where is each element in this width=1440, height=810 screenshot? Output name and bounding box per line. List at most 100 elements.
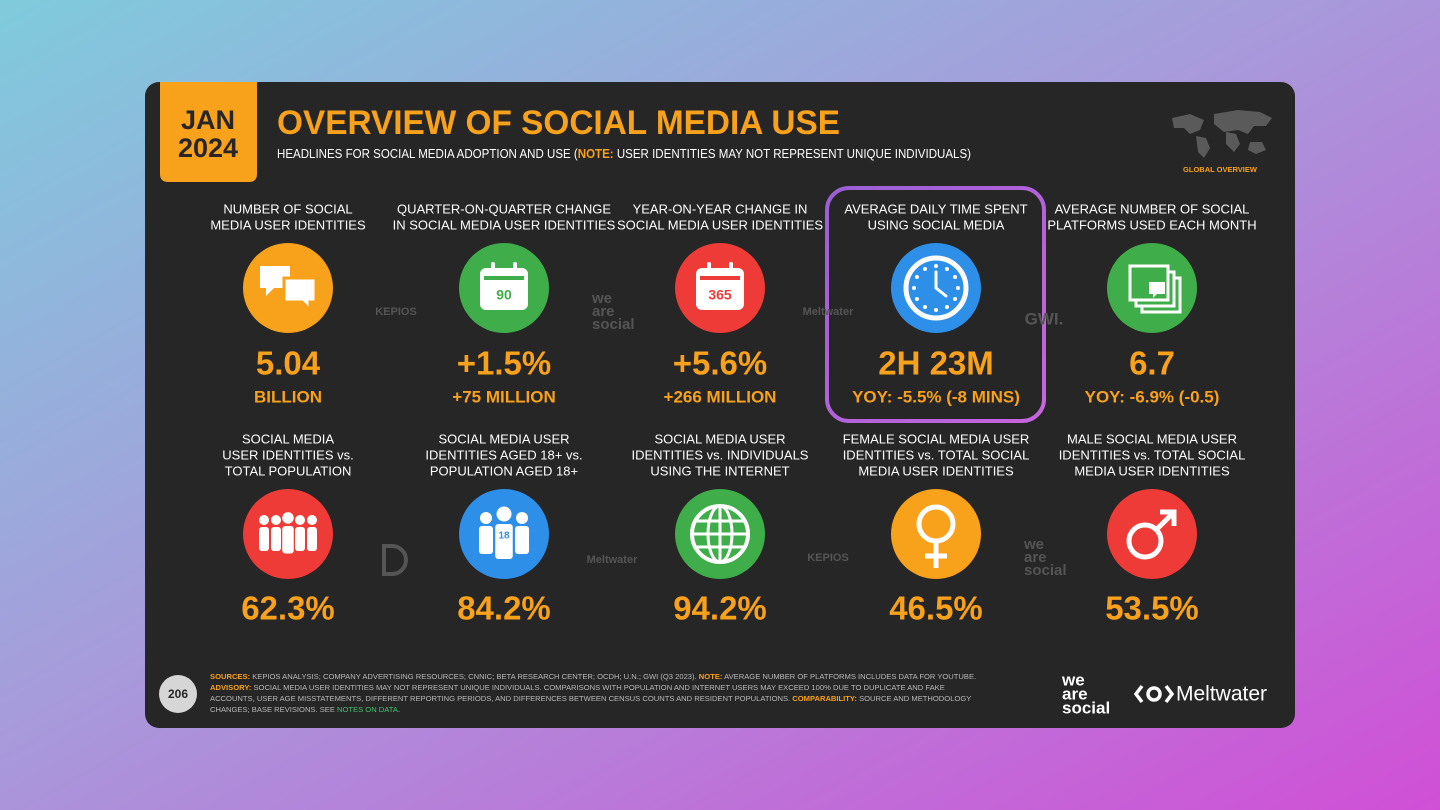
tile-value: 62.3% xyxy=(241,590,335,627)
tile-subvalue: YOY: -6.9% (-0.5) xyxy=(1085,387,1220,406)
tile-label: IN SOCIAL MEDIA USER IDENTITIES xyxy=(393,217,616,232)
icon-shape xyxy=(295,527,305,551)
tile-label: YEAR-ON-YEAR CHANGE IN xyxy=(633,201,808,216)
tile-label: SOCIAL MEDIA USER xyxy=(439,431,570,446)
tile-label: NUMBER OF SOCIAL xyxy=(223,201,352,216)
note-text: CHANGES; BASE REVISIONS. SEE xyxy=(210,705,337,714)
icon-shape xyxy=(953,275,958,279)
icon-text: 365 xyxy=(708,287,732,303)
logo-we-are-social: are xyxy=(1062,684,1088,703)
tile-value: 46.5% xyxy=(889,590,983,627)
icon-shape xyxy=(259,527,269,551)
tile-label: TOTAL POPULATION xyxy=(225,463,352,478)
watermark-text: are xyxy=(592,303,615,320)
highlight-frame xyxy=(825,186,1046,423)
tile-label: SOCIAL MEDIA USER IDENTITIES xyxy=(617,217,823,232)
tile-label: IDENTITIES vs. TOTAL SOCIAL xyxy=(843,447,1030,462)
icon-shape xyxy=(729,262,733,272)
icon-shape xyxy=(515,526,529,554)
icon-shape xyxy=(271,527,281,551)
notes-link[interactable]: NOTES ON DATA xyxy=(337,705,399,714)
icon-shape xyxy=(484,276,524,280)
icon-shape xyxy=(953,297,958,301)
icon-circle xyxy=(1107,489,1197,579)
icon-shape xyxy=(1149,282,1165,298)
watermark-icon xyxy=(382,544,408,576)
icon-shape xyxy=(1126,522,1164,560)
tile-label: PLATFORMS USED EACH MONTH xyxy=(1047,217,1256,232)
logo-we-are-social: social xyxy=(1062,698,1110,717)
watermark-text: Meltwater xyxy=(803,306,854,318)
icon-circle xyxy=(891,489,981,579)
tile-label: MALE SOCIAL MEDIA USER xyxy=(1067,431,1237,446)
tile-value: 6.7 xyxy=(1129,345,1175,382)
title: OVERVIEW OF SOCIAL MEDIA USE xyxy=(277,104,840,142)
icon-shape xyxy=(692,506,748,562)
tile-value: 2H 23M xyxy=(878,345,994,382)
icon-shape xyxy=(495,524,513,559)
tile-label: IDENTITIES AGED 18+ vs. xyxy=(425,447,582,462)
watermark-text: KEPIOS xyxy=(807,552,849,564)
tile-subvalue: +266 MILLION xyxy=(664,387,777,406)
tile-value: 53.5% xyxy=(1105,590,1199,627)
note-text: SOCIAL MEDIA USER IDENTITIES MAY NOT REP… xyxy=(251,683,944,692)
icon-shape xyxy=(259,515,269,525)
tile-label: AVERAGE DAILY TIME SPENT xyxy=(844,201,1027,216)
icon-shape xyxy=(945,305,949,310)
icon-shape xyxy=(923,305,927,310)
tile-subvalue: BILLION xyxy=(254,387,322,406)
icon-shape xyxy=(925,541,947,568)
icon-shape xyxy=(480,512,492,524)
tile-value: 5.04 xyxy=(256,345,321,382)
date-badge xyxy=(160,82,257,182)
tile-subvalue: +75 MILLION xyxy=(452,387,555,406)
tile-label: AVERAGE NUMBER OF SOCIAL xyxy=(1055,201,1250,216)
tile-value: 84.2% xyxy=(457,590,551,627)
tile-label: USING THE INTERNET xyxy=(650,463,789,478)
watermark-text: are xyxy=(1024,549,1047,566)
icon-shape xyxy=(282,525,294,554)
icon-shape xyxy=(307,515,317,525)
subtitle-text: USER IDENTITIES MAY NOT REPRESENT UNIQUE… xyxy=(614,147,971,161)
footer-note: CHANGES; BASE REVISIONS. SEE NOTES ON DA… xyxy=(210,705,400,714)
icon-shape xyxy=(295,515,305,525)
page-number-badge xyxy=(159,675,197,713)
note-text: KEPIOS ANALYSIS; COMPANY ADVERTISING RES… xyxy=(250,672,699,681)
note-text: . xyxy=(398,705,400,714)
tile-label: SOCIAL MEDIA USER xyxy=(655,431,786,446)
footer-note: ACCOUNTS, USER AGE MISSTATEMENTS, DIFFER… xyxy=(210,694,971,703)
icon-shape xyxy=(956,286,960,290)
icon-shape xyxy=(1155,509,1177,531)
note-label: NOTE: xyxy=(699,672,723,681)
note-text: AVERAGE NUMBER OF PLATFORMS INCLUDES DAT… xyxy=(722,672,976,681)
tile-value: +5.6% xyxy=(673,345,768,382)
icon-shape xyxy=(912,286,916,290)
icon-shape xyxy=(479,526,493,554)
icon-shape xyxy=(934,264,938,268)
tile-label: QUARTER-ON-QUARTER CHANGE xyxy=(397,201,611,216)
tile-label: MEDIA USER IDENTITIES xyxy=(1074,463,1230,478)
note-label: COMPARABILITY: xyxy=(792,694,857,703)
icon-shape xyxy=(914,297,919,301)
tile-label: USER IDENTITIES vs. xyxy=(222,447,353,462)
subtitle-text: HEADLINES FOR SOCIAL MEDIA ADOPTION AND … xyxy=(277,147,579,161)
watermark-text: we xyxy=(591,290,612,307)
tile-label: SOCIAL MEDIA xyxy=(242,431,334,446)
icon-shape xyxy=(491,262,495,272)
note-label: SOURCES: xyxy=(210,672,250,681)
tile-label: IDENTITIES vs. TOTAL SOCIAL xyxy=(1059,447,1246,462)
badge-year: 2024 xyxy=(178,133,238,163)
icon-shape xyxy=(307,527,317,551)
badge-month: JAN xyxy=(181,105,235,135)
icon-text: 90 xyxy=(496,287,512,303)
icon-shape xyxy=(282,512,294,524)
